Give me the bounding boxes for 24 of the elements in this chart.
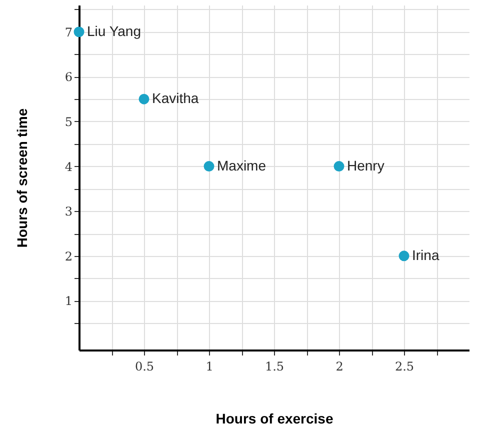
x-axis-title: Hours of exercise: [216, 410, 334, 426]
point: [334, 161, 344, 172]
y-tick-label: 5: [64, 114, 72, 129]
point: [74, 26, 84, 38]
annotation: Kavitha: [152, 90, 199, 106]
y-axis-title: Hours of screen time: [14, 108, 30, 248]
x-tick-label: 1.5: [264, 360, 284, 374]
annotation: Liu Yang: [87, 22, 141, 39]
y-tick-label: 2: [64, 249, 72, 264]
point: [138, 94, 150, 104]
y-tick-label: 1: [64, 294, 72, 308]
annotation: Henry: [347, 157, 384, 174]
annotation: Maxime: [217, 157, 266, 174]
y-tick-label: 7: [64, 25, 72, 40]
y-tick-label: 3: [64, 204, 72, 219]
point: [204, 161, 214, 172]
y-tick-label: 6: [64, 70, 72, 84]
annotation: Irina: [412, 246, 440, 263]
x-tick-label: 2.5: [394, 360, 414, 374]
x-tick-label: 0.5: [134, 360, 154, 374]
y-tick-label: 4: [64, 160, 73, 174]
x-tick-label: 2: [336, 360, 344, 374]
x-tick-label: 1: [206, 360, 214, 374]
point: [398, 250, 410, 262]
